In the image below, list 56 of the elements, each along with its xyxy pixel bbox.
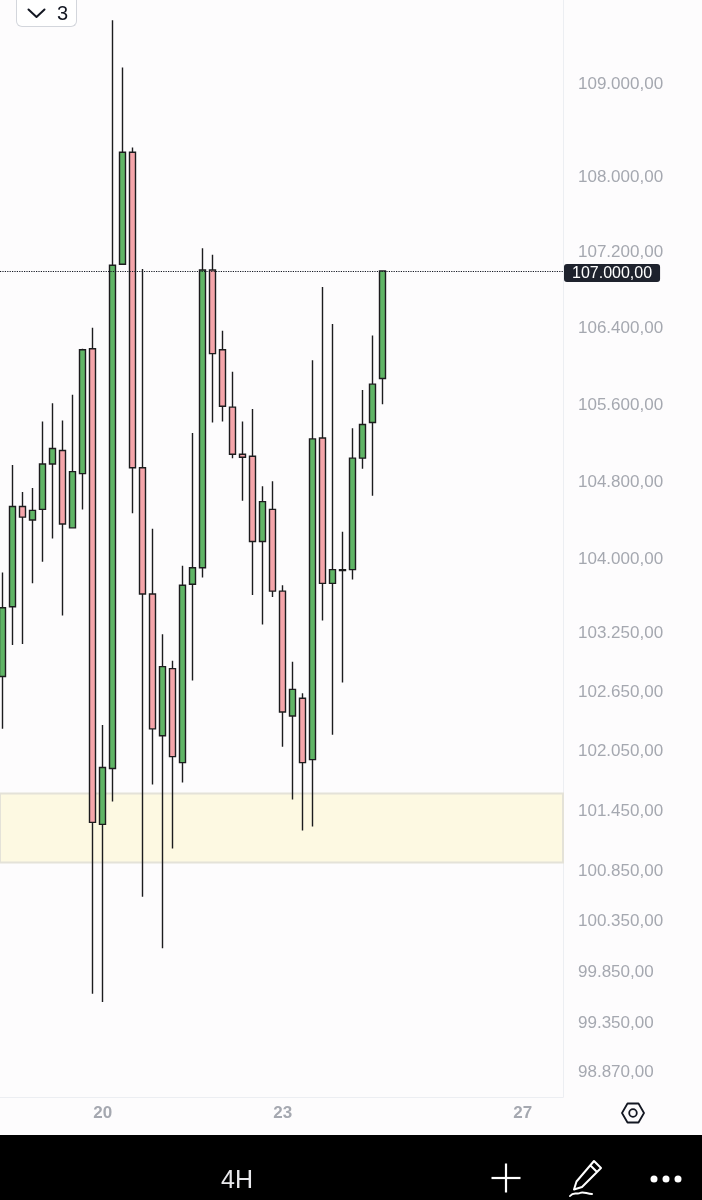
candlestick — [68, 394, 77, 529]
candlestick — [148, 528, 157, 786]
annotation: 3 — [57, 2, 69, 24]
candlestick — [38, 420, 47, 563]
candlestick — [288, 661, 297, 801]
candlestick — [28, 487, 37, 585]
candlestick — [228, 371, 237, 459]
candlestick — [348, 427, 357, 581]
y-tick-label: 106.400,00 — [578, 318, 664, 338]
y-tick-label: 99.350,00 — [578, 1012, 654, 1032]
x-tick-label: 20 — [93, 1103, 113, 1122]
y-tick-label: 108.000,00 — [578, 167, 664, 187]
candlestick — [188, 432, 197, 682]
toolbar: 4H — [0, 1135, 702, 1200]
candlestick — [368, 334, 377, 497]
y-tick-label: 98.870,00 — [578, 1061, 654, 1081]
candlestick — [158, 633, 167, 949]
candlestick — [48, 402, 57, 540]
candlestick — [0, 571, 7, 730]
y-tick-label: 103.250,00 — [578, 622, 664, 642]
candlestick — [318, 286, 327, 622]
candlestick — [218, 330, 227, 423]
y-tick-label: 104.000,00 — [578, 549, 664, 569]
y-tick-label: 102.650,00 — [578, 681, 664, 701]
candlestick — [58, 419, 67, 617]
candlestick — [308, 359, 317, 828]
candlestick — [258, 485, 267, 626]
candlestick — [8, 464, 17, 646]
candlestick — [18, 491, 27, 645]
candlestick — [248, 408, 257, 596]
candlestick — [168, 660, 177, 850]
candlestick — [78, 348, 87, 511]
ref-line-label: 107.000,00 — [572, 264, 653, 282]
candlestick — [118, 66, 127, 265]
y-tick-label: 100.850,00 — [578, 861, 664, 880]
y-tick-label: 109.000,00 — [578, 73, 664, 93]
dropdown-button: 3 — [16, 0, 77, 27]
candlestick — [278, 584, 287, 748]
y-tick-label: 107.200,00 — [578, 242, 664, 262]
y-tick-label: 104.800,00 — [578, 471, 664, 491]
candlestick — [178, 565, 187, 784]
candlestick — [98, 724, 107, 1003]
candlestick — [88, 327, 97, 995]
candlestick — [338, 531, 347, 684]
x-tick-label: 23 — [273, 1103, 293, 1122]
x-tick-label: 27 — [513, 1103, 533, 1122]
candlestick — [298, 692, 307, 832]
candlestick — [268, 480, 277, 598]
candlestick — [328, 323, 337, 736]
y-tick-label: 101.450,00 — [578, 800, 664, 820]
candlestick — [358, 389, 367, 470]
y-tick-label: 105.600,00 — [578, 394, 664, 414]
y-tick-label: 102.050,00 — [578, 741, 664, 761]
y-tick-label: 100.350,00 — [578, 911, 664, 931]
y-tick-label: 99.850,00 — [578, 961, 654, 981]
candlestick — [238, 420, 247, 502]
